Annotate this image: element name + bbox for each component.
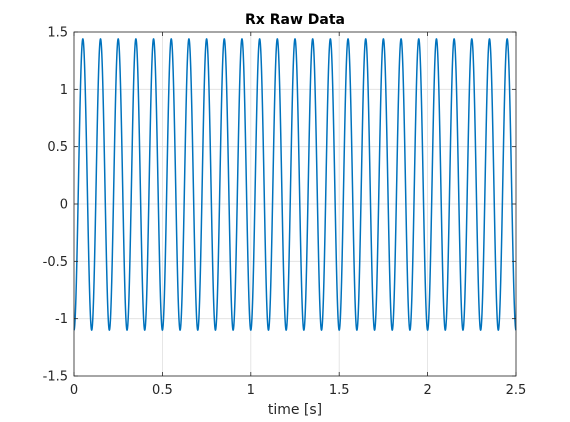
y-tick-label: -1: [55, 312, 68, 327]
y-ticks: -1.5 -1 -0.5 0 0.5 1 1.5: [43, 26, 516, 385]
y-tick-label: 0: [60, 198, 68, 213]
x-tick-label: 0: [70, 383, 78, 398]
y-tick-label: -0.5: [43, 255, 68, 270]
x-axis-label: time [s]: [268, 402, 322, 418]
x-tick-label: 1: [247, 383, 255, 398]
x-tick-label: 0.5: [152, 383, 173, 398]
chart-title: Rx Raw Data: [245, 12, 345, 28]
y-tick-label: 1: [60, 83, 68, 98]
x-tick-label: 2.5: [506, 383, 527, 398]
y-tick-label: -1.5: [43, 370, 68, 385]
x-tick-label: 2: [423, 383, 431, 398]
data-series-layer: [73, 38, 517, 331]
y-tick-label: 1.5: [47, 26, 68, 41]
series-line: [73, 38, 517, 331]
x-tick-label: 1.5: [329, 383, 350, 398]
x-ticks: 0 0.5 1 1.5 2 2.5: [70, 32, 526, 398]
y-tick-label: 0.5: [47, 140, 68, 155]
